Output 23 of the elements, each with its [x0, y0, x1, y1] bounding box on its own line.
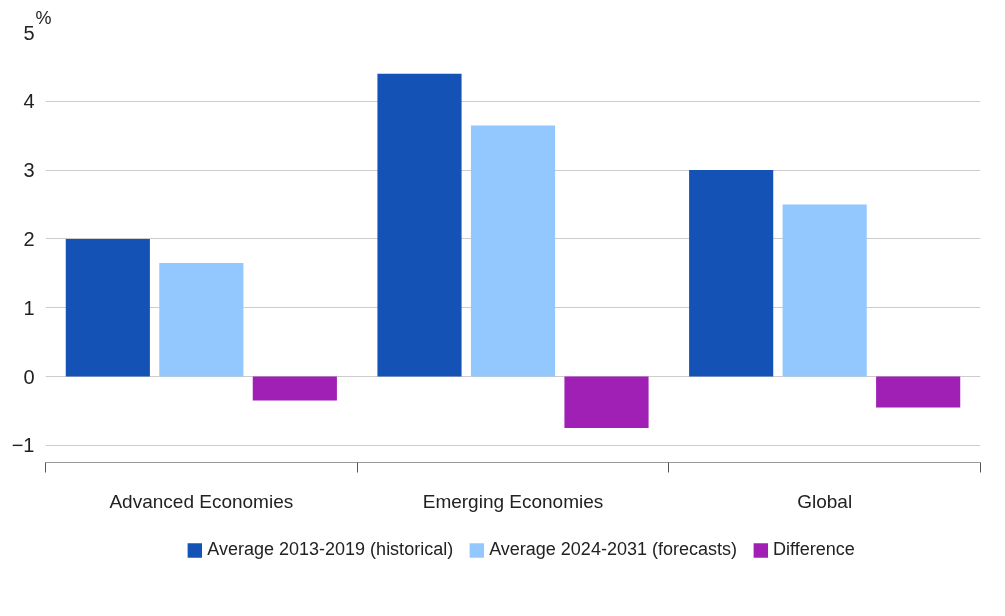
- y-axis-title: %: [35, 7, 52, 28]
- x-tick-label: Advanced Economies: [109, 490, 294, 512]
- y-tick-label: 2: [23, 227, 35, 250]
- bar: [159, 262, 244, 377]
- bar: [782, 204, 867, 377]
- x-tick-label: Global: [797, 490, 853, 512]
- bar: [564, 376, 649, 429]
- bar: [65, 238, 150, 377]
- legend-label: Difference: [772, 539, 855, 560]
- y-tick-label: 5: [23, 21, 35, 44]
- legend-label: Average 2013-2019 (historical): [207, 539, 454, 560]
- x-tick-label: Emerging Economies: [422, 490, 604, 512]
- bar: [470, 125, 556, 377]
- bar: [252, 376, 337, 401]
- y-tick-label: 0: [23, 365, 35, 388]
- legend-label: Average 2024-2031 (forecasts): [489, 539, 737, 560]
- bar: [377, 73, 462, 377]
- bar: [689, 170, 774, 377]
- y-tick-label: 1: [23, 296, 35, 319]
- y-tick-label: −1: [11, 434, 35, 457]
- y-tick-label: 3: [23, 159, 35, 182]
- bar: [876, 376, 961, 408]
- y-tick-label: 4: [23, 90, 35, 113]
